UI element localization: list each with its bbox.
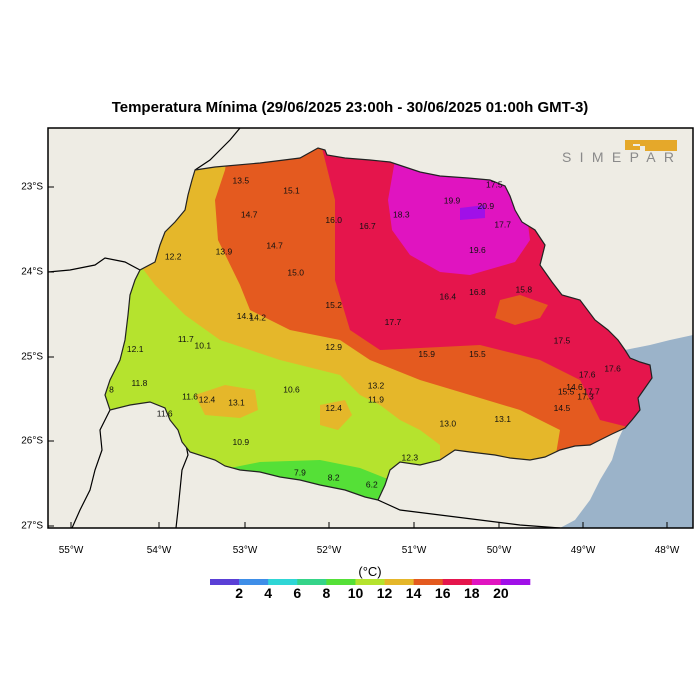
- colorbar-swatch: [413, 579, 444, 585]
- x-tick-label: 51°W: [402, 545, 427, 556]
- station-value: 10.9: [233, 437, 250, 447]
- colorbar-swatch: [297, 579, 327, 585]
- station-value: 11.6: [157, 408, 173, 418]
- y-tick-label: 27°S: [21, 521, 43, 532]
- colorbar-label: 18: [464, 585, 480, 601]
- station-value: 17.5: [554, 335, 571, 345]
- station-value: 13.5: [233, 175, 250, 185]
- x-tick-label: 48°W: [655, 545, 680, 556]
- colorbar-swatch: [326, 579, 356, 585]
- station-value: 8: [109, 385, 114, 395]
- station-value: 12.1: [127, 344, 144, 354]
- station-value: 14.1: [237, 311, 254, 321]
- station-value: 13.9: [216, 246, 233, 256]
- station-value: 17.6: [604, 363, 621, 373]
- station-value: 17.6: [579, 369, 596, 379]
- station-value: 11.7: [178, 334, 194, 344]
- station-value: 15.2: [325, 300, 342, 310]
- colorbar-label: 2: [235, 585, 243, 601]
- colorbar-label: 14: [406, 585, 422, 601]
- x-tick-label: 50°W: [487, 545, 512, 556]
- station-value: 7.9: [294, 468, 306, 478]
- station-value: 11.8: [131, 378, 147, 388]
- station-value: 13.1: [228, 397, 245, 407]
- station-value: 15.5: [469, 349, 486, 359]
- x-tick-label: 53°W: [233, 545, 258, 556]
- station-value: 14.7: [241, 209, 258, 219]
- colorbar-swatch: [268, 579, 298, 585]
- station-value: 12.3: [402, 452, 419, 462]
- colorbar-label: 8: [323, 585, 331, 601]
- station-value: 12.4: [325, 403, 342, 413]
- colorbar-label: 4: [264, 585, 272, 601]
- station-value: 19.9: [444, 196, 461, 206]
- colorbar-swatch: [442, 579, 473, 585]
- station-value: 8.2: [328, 473, 340, 483]
- colorbar-swatch: [210, 579, 240, 585]
- station-value: 13.2: [368, 380, 385, 390]
- y-tick-label: 25°S: [21, 352, 43, 363]
- map-frame: [47, 127, 694, 529]
- colorbar-swatch: [471, 579, 502, 585]
- station-value: 17.3: [577, 391, 594, 401]
- colorbar-label: 16: [435, 585, 451, 601]
- colorbar-label: 10: [348, 585, 364, 601]
- x-tick-label: 52°W: [317, 545, 342, 556]
- colorbar-unit: (°C): [358, 564, 381, 579]
- y-tick-label: 24°S: [21, 267, 43, 278]
- colorbar: (°C) 2 4 6 8 10 12 14 16 18 20: [210, 564, 531, 601]
- station-value: 16.4: [440, 291, 457, 301]
- station-value: 17.7: [385, 317, 402, 327]
- map-title: Temperatura Mínima (29/06/2025 23:00h - …: [111, 99, 589, 116]
- colorbar-label: 12: [377, 585, 393, 601]
- station-value: 16.0: [325, 215, 342, 225]
- station-value: 15.5: [558, 386, 575, 396]
- station-value: 17.5: [486, 180, 503, 190]
- colorbar-swatch: [500, 579, 531, 585]
- state-border: [104, 147, 653, 501]
- colorbar-swatch: [239, 579, 269, 585]
- station-value: 20.9: [478, 201, 495, 211]
- station-value: 19.6: [469, 245, 486, 255]
- station-value: 12.2: [165, 252, 182, 262]
- station-value: 11.6: [182, 391, 198, 401]
- station-value: 13.1: [494, 414, 511, 424]
- axis-ticks: 23°S 24°S 25°S 26°S 27°S 55°W 54°W 53°W 52°W 51°W…: [21, 182, 680, 556]
- station-value: 16.8: [469, 287, 486, 297]
- y-tick-label: 23°S: [21, 182, 43, 193]
- ocean: [560, 335, 693, 528]
- station-value: 10.1: [195, 340, 212, 350]
- station-value: 11.9: [368, 395, 384, 405]
- colorbar-swatch: [384, 579, 414, 585]
- station-value: 15.9: [418, 349, 435, 359]
- station-value: 12.9: [325, 342, 342, 352]
- x-tick-label: 49°W: [571, 545, 596, 556]
- station-value: 15.8: [516, 285, 533, 295]
- x-tick-label: 55°W: [59, 545, 84, 556]
- station-value: 14.6: [566, 382, 583, 392]
- station-value: 10.6: [283, 385, 300, 395]
- colorbar-swatch: [355, 579, 385, 585]
- station-value: 14.7: [266, 241, 283, 251]
- station-value: 14.5: [554, 403, 571, 413]
- station-value: 16.7: [359, 221, 376, 231]
- y-tick-label: 26°S: [21, 436, 43, 447]
- station-value: 13.0: [440, 418, 457, 428]
- colorbar-label: 6: [293, 585, 301, 601]
- station-value: 17.7: [494, 219, 511, 229]
- station-value: 6.2: [366, 479, 378, 489]
- x-tick-label: 54°W: [147, 545, 172, 556]
- station-value: 14.2: [249, 313, 266, 323]
- station-value: 12.4: [199, 395, 216, 405]
- station-value: 18.3: [393, 209, 410, 219]
- station-values: 13.5 15.1 14.7 16.0 16.7 18.3 19.9 20.9 17.7 17.5…: [109, 175, 621, 489]
- station-value: 15.0: [287, 268, 304, 278]
- station-value: 17.7: [583, 386, 600, 396]
- colorbar-label: 20: [493, 585, 509, 601]
- station-value: 15.1: [283, 185, 300, 195]
